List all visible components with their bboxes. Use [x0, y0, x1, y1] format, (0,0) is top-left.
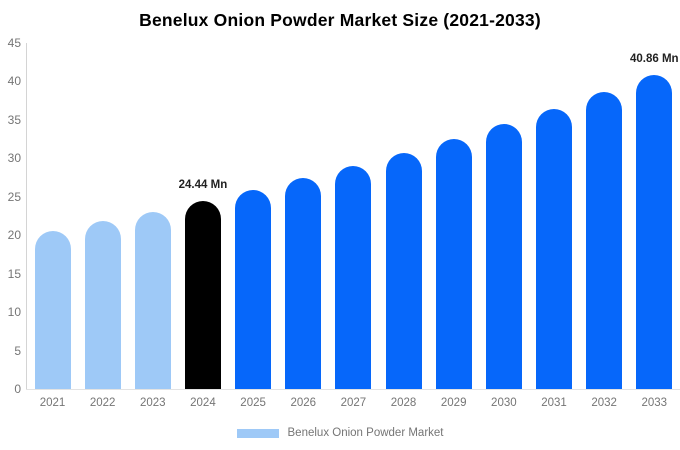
legend: Benelux Onion Powder Market — [0, 425, 680, 441]
bar-2021 — [34, 230, 71, 389]
bar-2027 — [335, 165, 372, 389]
bar-2031 — [536, 108, 572, 389]
x-axis-tick-label: 2024 — [190, 397, 216, 409]
bar-2022 — [84, 221, 121, 389]
x-axis-tick-label: 2025 — [240, 397, 266, 409]
y-axis-tick-label: 40 — [7, 74, 21, 89]
bar-value-label: 24.44 Mn — [178, 179, 228, 192]
chart-title: Benelux Onion Powder Market Size (2021-2… — [139, 10, 541, 30]
y-axis-tick-label: 30 — [7, 151, 21, 166]
legend-label: Benelux Onion Powder Market — [287, 427, 444, 439]
bar-2032 — [586, 92, 623, 389]
x-axis-tick-label: 2023 — [140, 397, 166, 409]
x-axis-tick-label: 2030 — [491, 397, 517, 409]
y-axis-tick-label: 45 — [7, 36, 21, 50]
y-axis-tick-label: 15 — [7, 266, 21, 281]
y-axis-tick-label: 0 — [14, 382, 21, 396]
x-axis-tick-label: 2033 — [641, 397, 668, 409]
x-axis-tick-label: 2029 — [440, 397, 467, 409]
bar-2033 — [636, 74, 673, 389]
x-axis-tick-label: 2032 — [591, 397, 617, 409]
bar-2023 — [134, 211, 171, 389]
bar-2028 — [385, 152, 422, 389]
bar-2024 — [184, 201, 221, 389]
bar-value-label: 40.86 Mn — [630, 52, 679, 65]
x-axis-tick-label: 2022 — [89, 397, 116, 409]
y-axis-tick-label: 5 — [14, 343, 21, 358]
y-axis-tick-label: 10 — [7, 305, 21, 320]
y-axis-tick-label: 35 — [7, 112, 21, 127]
bar-2029 — [435, 138, 472, 389]
legend-swatch — [236, 428, 279, 438]
x-axis-tick-label: 2028 — [390, 397, 417, 409]
x-axis-tick-label: 2027 — [340, 397, 367, 409]
y-axis-line — [26, 43, 27, 389]
x-axis-tick-label: 2021 — [39, 397, 66, 409]
x-axis-line — [26, 389, 680, 390]
y-axis-tick-label: 25 — [7, 189, 21, 204]
bar-2030 — [485, 124, 522, 389]
bar-2025 — [235, 190, 272, 389]
x-axis-tick-label: 2031 — [541, 397, 567, 409]
x-axis-tick-label: 2026 — [290, 397, 317, 409]
y-axis-tick-label: 20 — [7, 228, 21, 243]
bar-2026 — [285, 178, 322, 389]
